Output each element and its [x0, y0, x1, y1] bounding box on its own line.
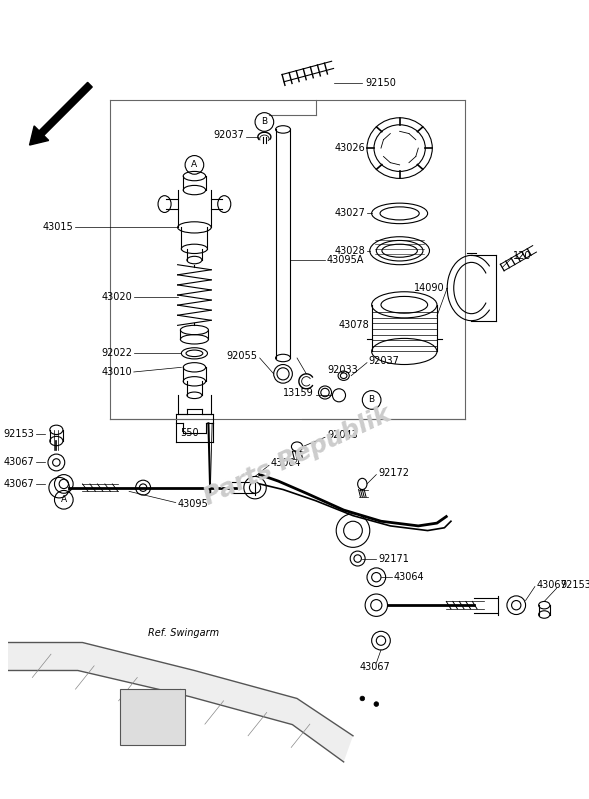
Circle shape	[374, 702, 379, 706]
Text: A: A	[191, 161, 197, 169]
Text: 43067: 43067	[3, 458, 34, 467]
Text: 13159: 13159	[283, 388, 314, 399]
Text: Parts Republik: Parts Republik	[200, 402, 395, 510]
Text: 92037: 92037	[213, 130, 244, 140]
Text: 43064: 43064	[394, 572, 425, 582]
Text: A: A	[61, 495, 67, 504]
Text: 14090: 14090	[414, 283, 445, 293]
Text: B: B	[262, 117, 267, 126]
Circle shape	[360, 696, 365, 701]
Text: B: B	[369, 396, 375, 404]
Text: 92150: 92150	[365, 78, 396, 88]
Text: 92171: 92171	[378, 554, 409, 563]
Text: 43027: 43027	[334, 209, 365, 218]
Text: 43067: 43067	[3, 479, 34, 489]
Text: 43010: 43010	[101, 367, 132, 377]
Polygon shape	[8, 642, 353, 762]
Text: Ref. Swingarm: Ref. Swingarm	[148, 628, 219, 638]
Text: 43095A: 43095A	[327, 255, 364, 265]
Text: 92153: 92153	[3, 430, 34, 439]
Text: 43028: 43028	[335, 246, 365, 256]
Text: 43095: 43095	[178, 499, 209, 510]
Text: 92153: 92153	[560, 579, 589, 590]
Text: 92043: 92043	[327, 431, 358, 440]
Text: 92172: 92172	[378, 467, 409, 478]
Text: 43067: 43067	[537, 579, 568, 590]
Text: 550: 550	[180, 427, 199, 438]
Text: 92055: 92055	[227, 351, 258, 361]
Text: 43078: 43078	[339, 320, 370, 330]
FancyArrow shape	[29, 82, 92, 145]
Text: 120: 120	[514, 252, 532, 261]
Text: 43020: 43020	[101, 292, 132, 302]
Text: 43026: 43026	[335, 143, 365, 153]
Text: 43064: 43064	[271, 459, 302, 468]
Text: 92037: 92037	[369, 356, 400, 366]
Text: 92033: 92033	[327, 365, 358, 375]
Text: 43067: 43067	[359, 662, 390, 672]
Text: 92022: 92022	[101, 348, 132, 358]
Text: 43015: 43015	[42, 222, 73, 233]
Polygon shape	[120, 690, 185, 745]
